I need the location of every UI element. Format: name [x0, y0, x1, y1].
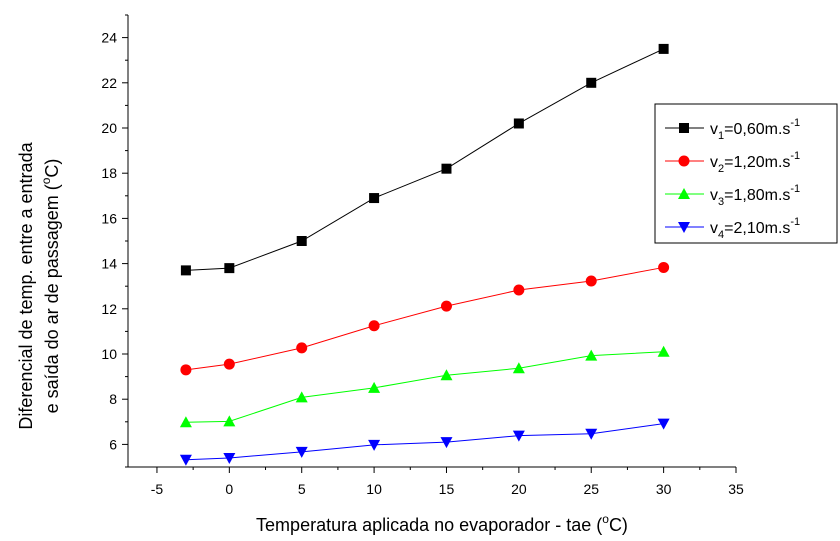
series-markers: [179, 43, 670, 466]
y-axis-title-line1: Diferencial de temp. entre a entrada: [16, 141, 36, 429]
x-tick-label: 20: [511, 481, 527, 497]
data-point-series-3: [368, 381, 381, 393]
data-point-series-2: [180, 364, 192, 376]
data-point-series-3: [585, 349, 598, 361]
y-tick-label: 10: [101, 346, 117, 362]
y-tick-label: 20: [101, 120, 117, 136]
series-line-2: [185, 266, 664, 371]
data-point-series-1: [441, 163, 452, 174]
data-point-series-3: [295, 391, 308, 403]
y-tick-label: 24: [101, 30, 117, 46]
data-point-series-2: [513, 284, 525, 296]
legend-label-3: v3=1,80m.s-1: [710, 183, 800, 208]
data-point-series-3: [223, 415, 236, 427]
data-point-series-4: [223, 452, 236, 464]
x-tick-label: 0: [225, 481, 233, 497]
legend-marker-3: [678, 188, 690, 199]
data-point-series-1: [586, 77, 597, 88]
y-tick-label: 12: [101, 301, 117, 317]
series-lines: [185, 48, 664, 461]
data-point-series-3: [657, 345, 670, 357]
data-point-series-1: [296, 236, 307, 246]
legend: v1=0,60m.s-1 v2=1,20m.s-1 v3=1,80m.s-1 v4=2…: [654, 103, 838, 244]
x-tick-label: 30: [656, 481, 672, 497]
data-point-series-1: [658, 43, 669, 54]
data-point-series-4: [368, 439, 381, 451]
data-point-series-4: [179, 454, 192, 466]
data-point-series-2: [296, 342, 308, 354]
x-tick-label: 5: [298, 481, 306, 497]
y-axis-title: Diferencial de temp. entre a entrada e s…: [16, 141, 62, 429]
legend-label-1: v1=0,60m.s-1: [710, 117, 800, 142]
data-point-series-4: [512, 430, 525, 442]
data-point-series-3: [440, 369, 453, 381]
y-tick-label: 14: [101, 256, 117, 272]
legend-label-4: v4=2,10m.s-1: [710, 216, 800, 241]
x-axis-title: Temperatura aplicada no evaporador - tae…: [256, 512, 628, 535]
data-point-series-3: [179, 416, 192, 428]
legend-label-2: v2=1,20m.s-1: [710, 150, 800, 175]
series-line-4: [185, 423, 664, 461]
data-point-series-2: [368, 320, 380, 332]
data-point-series-2: [223, 358, 235, 370]
y-tick-label: 22: [101, 75, 117, 91]
y-tick-label: 8: [109, 391, 117, 407]
data-point-series-1: [180, 265, 191, 276]
data-point-series-4: [657, 418, 670, 430]
legend-marker-4: [678, 222, 690, 233]
data-point-series-3: [512, 362, 525, 374]
legend-marker-2: [678, 155, 690, 167]
data-point-series-1: [369, 193, 380, 204]
axes: -5 0 5 10 15 20 25 30 35 6 8 10 12 14 16 18 20 22 24: [101, 14, 744, 497]
data-point-series-4: [295, 446, 308, 458]
y-tick-label: 18: [101, 165, 117, 181]
data-point-series-2: [658, 261, 670, 273]
data-point-series-1: [224, 263, 235, 274]
data-point-series-2: [440, 300, 452, 312]
y-axis-title-line2: e saída do ar de passagem (oC): [39, 159, 62, 414]
y-tick-label: 6: [109, 436, 117, 452]
y-tick-label: 16: [101, 210, 117, 226]
x-tick-label: 10: [366, 481, 382, 497]
x-tick-label: 15: [439, 481, 455, 497]
x-tick-label: 35: [728, 481, 744, 497]
data-point-series-2: [585, 275, 597, 287]
x-tick-label: 25: [583, 481, 599, 497]
series-line-3: [185, 351, 664, 423]
series-line-1: [185, 48, 664, 271]
data-point-series-4: [440, 437, 453, 449]
data-point-series-4: [585, 428, 598, 440]
x-tick-label: -5: [151, 481, 164, 497]
data-point-series-1: [513, 118, 524, 129]
legend-marker-1: [679, 123, 689, 133]
